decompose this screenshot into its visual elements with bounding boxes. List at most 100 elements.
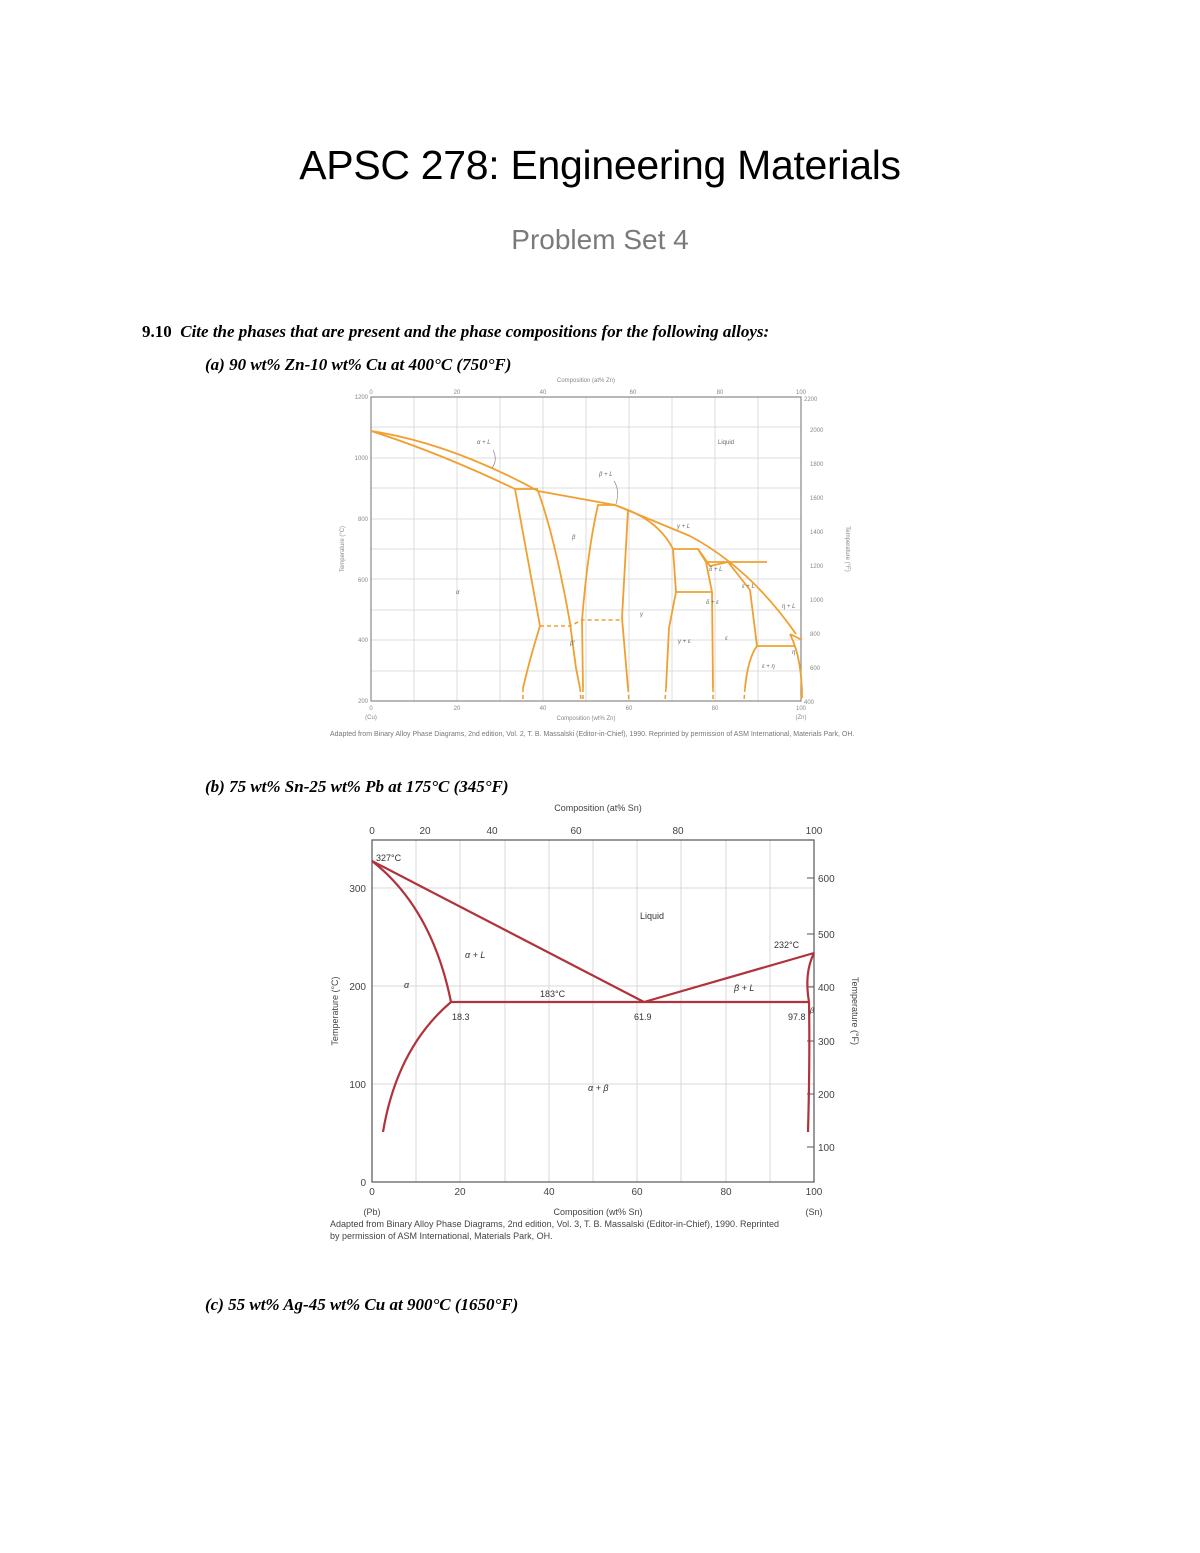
svg-text:400: 400	[804, 700, 815, 706]
svg-text:100: 100	[349, 1080, 366, 1091]
svg-text:100: 100	[806, 826, 823, 837]
top-axis-title: Composition (at% Zn)	[557, 378, 615, 384]
svg-text:1600: 1600	[810, 496, 824, 502]
svg-text:61.9: 61.9	[634, 1012, 652, 1022]
svg-text:γ + L: γ + L	[677, 524, 690, 530]
svg-text:97.8: 97.8	[788, 1012, 806, 1022]
svg-text:0: 0	[369, 706, 373, 712]
svg-text:200: 200	[818, 1090, 835, 1101]
svg-text:Liquid: Liquid	[640, 911, 664, 921]
svg-text:1200: 1200	[355, 395, 369, 401]
svg-text:Temperature (°C): Temperature (°C)	[330, 976, 340, 1045]
svg-text:α + L: α + L	[465, 950, 485, 960]
svg-text:400: 400	[818, 983, 835, 994]
svg-text:ε: ε	[725, 636, 728, 642]
top-axis-title: Composition (at% Sn)	[554, 803, 642, 813]
svg-text:18.3: 18.3	[452, 1012, 470, 1022]
svg-text:(Pb): (Pb)	[363, 1207, 380, 1217]
figure-b-caption-line2: by permission of ASM International, Mate…	[330, 1231, 553, 1241]
svg-text:Temperature (°F): Temperature (°F)	[850, 977, 860, 1045]
svg-text:η + L: η + L	[782, 604, 796, 610]
svg-text:200: 200	[349, 982, 366, 993]
svg-text:2200: 2200	[804, 397, 818, 403]
svg-text:Temperature (°C): Temperature (°C)	[340, 526, 346, 572]
svg-text:0: 0	[369, 1187, 375, 1198]
svg-text:β: β	[809, 1008, 814, 1015]
svg-text:100: 100	[796, 706, 807, 712]
svg-text:α + L: α + L	[477, 440, 491, 446]
svg-text:500: 500	[818, 930, 835, 941]
svg-text:20: 20	[454, 1187, 466, 1198]
figure-a-caption: Adapted from Binary Alloy Phase Diagrams…	[330, 731, 854, 738]
svg-text:β: β	[571, 535, 576, 541]
svg-text:Composition (wt% Sn): Composition (wt% Sn)	[553, 1207, 642, 1217]
svg-text:200: 200	[358, 699, 369, 705]
svg-text:400: 400	[358, 638, 369, 644]
svg-text:80: 80	[720, 1187, 732, 1198]
part-a-label: (a) 90 wt% Zn-10 wt% Cu at 400°C (750°F)	[205, 355, 512, 374]
cu-zn-phase-diagram: 0 20 40 60 80 100 Composition (at% Zn) 0…	[330, 378, 854, 738]
svg-text:Liquid: Liquid	[718, 440, 734, 446]
svg-text:2000: 2000	[810, 428, 824, 434]
svg-text:0: 0	[369, 826, 375, 837]
svg-text:80: 80	[717, 390, 724, 396]
svg-text:60: 60	[626, 706, 633, 712]
svg-text:600: 600	[810, 666, 821, 672]
svg-text:β + L: β + L	[598, 472, 613, 478]
svg-text:20: 20	[454, 706, 461, 712]
svg-text:1000: 1000	[355, 456, 369, 462]
svg-text:100: 100	[796, 390, 807, 396]
svg-text:800: 800	[358, 517, 369, 523]
svg-text:300: 300	[349, 884, 366, 895]
svg-text:20: 20	[454, 390, 461, 396]
document-title: APSC 278: Engineering Materials	[299, 142, 901, 188]
svg-text:600: 600	[358, 578, 369, 584]
svg-text:232°C: 232°C	[774, 940, 800, 950]
svg-text:Composition (wt% Zn): Composition (wt% Zn)	[556, 716, 615, 722]
svg-text:800: 800	[810, 632, 821, 638]
svg-text:δ + ε: δ + ε	[706, 600, 719, 606]
svg-text:183°C: 183°C	[540, 989, 566, 999]
svg-text:δ + L: δ + L	[709, 567, 723, 573]
figure-b-caption-line1: Adapted from Binary Alloy Phase Diagrams…	[330, 1219, 779, 1229]
svg-text:80: 80	[672, 826, 684, 837]
svg-text:100: 100	[818, 1143, 835, 1154]
svg-text:40: 40	[540, 390, 547, 396]
svg-text:γ + ε: γ + ε	[678, 639, 691, 645]
svg-text:α: α	[404, 980, 410, 990]
svg-text:327°C: 327°C	[376, 853, 402, 863]
svg-text:Temperature (°F): Temperature (°F)	[844, 526, 850, 571]
problem-number: 9.10	[142, 322, 172, 341]
svg-text:0: 0	[360, 1178, 366, 1189]
svg-text:40: 40	[543, 1187, 555, 1198]
svg-text:60: 60	[570, 826, 582, 837]
svg-text:60: 60	[630, 390, 637, 396]
svg-text:(Cu): (Cu)	[365, 715, 377, 721]
svg-text:60: 60	[631, 1187, 643, 1198]
svg-text:ε + η: ε + η	[762, 664, 775, 670]
svg-text:40: 40	[540, 706, 547, 712]
svg-text:1400: 1400	[810, 530, 824, 536]
svg-text:80: 80	[712, 706, 719, 712]
document-subtitle: Problem Set 4	[511, 224, 689, 255]
svg-text:(Zn): (Zn)	[796, 715, 807, 721]
svg-text:1200: 1200	[810, 564, 824, 570]
svg-text:α: α	[456, 590, 460, 596]
svg-text:β + L: β + L	[733, 983, 754, 993]
svg-text:η: η	[792, 650, 796, 656]
svg-text:600: 600	[818, 874, 835, 885]
svg-text:300: 300	[818, 1037, 835, 1048]
svg-text:β′: β′	[569, 641, 575, 647]
part-c-label: (c) 55 wt% Ag-45 wt% Cu at 900°C (1650°F…	[205, 1295, 519, 1314]
svg-text:1800: 1800	[810, 462, 824, 468]
problem-prompt: 9.10 Cite the phases that are present an…	[142, 322, 769, 342]
svg-text:(Sn): (Sn)	[805, 1207, 822, 1217]
svg-text:40: 40	[486, 826, 498, 837]
svg-text:α + β: α + β	[588, 1083, 609, 1093]
svg-text:1000: 1000	[810, 598, 824, 604]
svg-text:γ: γ	[640, 612, 644, 618]
svg-text:0: 0	[369, 390, 373, 396]
pb-sn-phase-diagram: 0 20 40 60 80 100 Composition (at% Sn) 0…	[330, 803, 860, 1241]
svg-text:20: 20	[419, 826, 431, 837]
part-b-label: (b) 75 wt% Sn-25 wt% Pb at 175°C (345°F)	[205, 777, 509, 796]
